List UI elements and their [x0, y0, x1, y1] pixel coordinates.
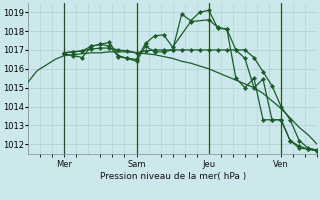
Text: Mer: Mer	[56, 160, 72, 169]
Text: Sam: Sam	[127, 160, 146, 169]
X-axis label: Pression niveau de la mer( hPa ): Pression niveau de la mer( hPa )	[100, 172, 246, 181]
Text: Ven: Ven	[273, 160, 289, 169]
Text: Jeu: Jeu	[202, 160, 215, 169]
